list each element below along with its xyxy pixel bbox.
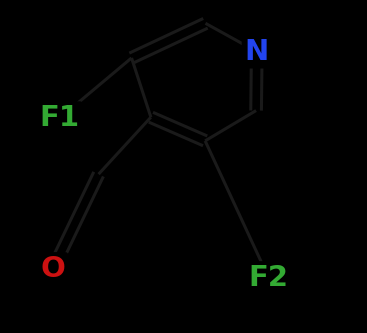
Text: F2: F2 <box>249 264 289 292</box>
Text: F2: F2 <box>249 264 289 292</box>
Text: F1: F1 <box>40 104 80 132</box>
Text: O: O <box>40 255 65 283</box>
Text: N: N <box>245 38 269 66</box>
Text: F1: F1 <box>40 104 80 132</box>
Text: O: O <box>40 255 65 283</box>
Text: N: N <box>245 38 269 66</box>
